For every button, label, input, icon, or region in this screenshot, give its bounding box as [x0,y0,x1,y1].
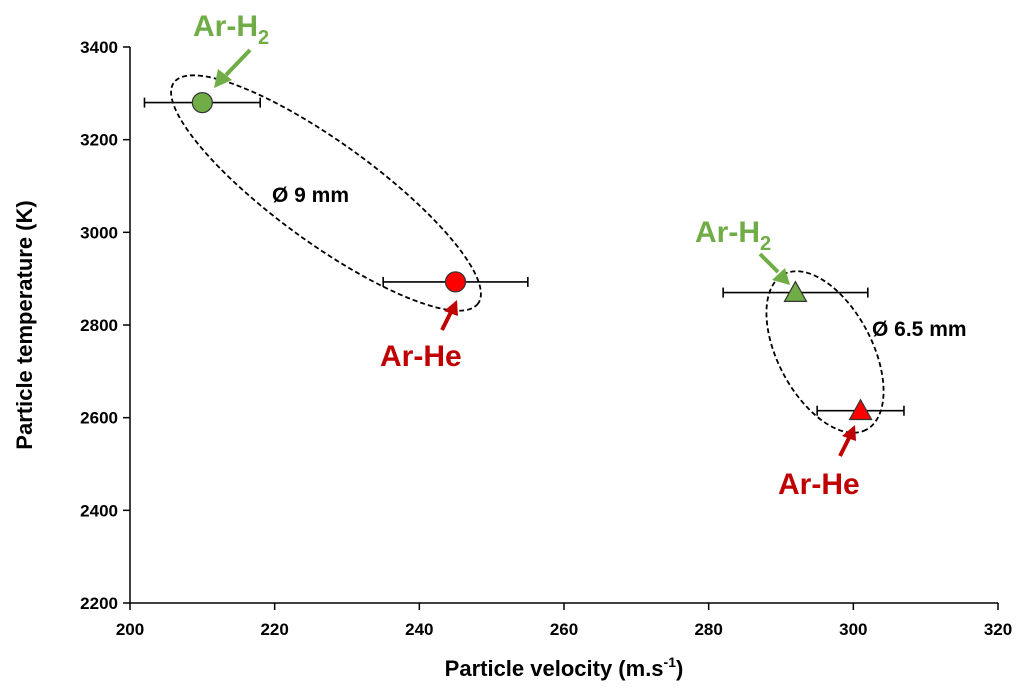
y-tick-label: 3400 [80,38,118,57]
y-tick-label: 2600 [80,409,118,428]
cluster-ellipse-6-5mm [765,270,885,434]
data-point-circle [191,91,213,114]
y-tick-label: 2800 [80,316,118,335]
x-tick-label: 200 [116,620,144,639]
y-tick-label: 2400 [80,501,118,520]
data-point-triangle [848,398,873,421]
y-tick-label: 2200 [80,594,118,613]
y-tick-label: 3200 [80,131,118,150]
x-tick-label: 240 [405,620,433,639]
data-layer [143,91,905,421]
annotation-9mm: Ø 9 mm [272,184,349,207]
x-tick-label: 320 [984,620,1012,639]
y-axis-title: Particle temperature (K) [12,200,37,449]
data-point-triangle [783,280,808,302]
x-axis-title: Particle velocity (m.s-1) [445,654,684,681]
x-tick-label: 300 [839,620,867,639]
x-tick-label: 220 [260,620,288,639]
series-label-ar-he-9mm: Ar-He [380,340,462,373]
arrow-ar-h2-6-5mm [758,252,790,285]
annotation-6-5mm: Ø 6.5 mm [872,318,967,341]
arrow-ar-h2-9mm [214,48,252,88]
arrow-ar-he-9mm [440,300,458,331]
series-label-ar-he-6-5mm: Ar-He [778,468,860,501]
series-label-ar-h2-9mm: Ar-H2 [193,10,269,49]
x-tick-label: 280 [694,620,722,639]
data-point-circle [444,271,467,293]
y-ticks: 2200 2400 2600 2800 3000 3200 3400 [80,38,130,613]
x-ticks: 200 220 240 260 280 300 320 [116,603,1012,639]
y-tick-label: 3000 [80,223,118,242]
cluster-ellipse-9mm [170,74,482,312]
series-label-ar-h2-6-5mm: Ar-H2 [695,216,771,255]
arrow-ar-he-6-5mm [838,425,856,457]
axes: 200 220 240 260 280 300 320 2200 2400 2600 2800 30… [80,38,1012,639]
x-tick-label: 260 [550,620,578,639]
